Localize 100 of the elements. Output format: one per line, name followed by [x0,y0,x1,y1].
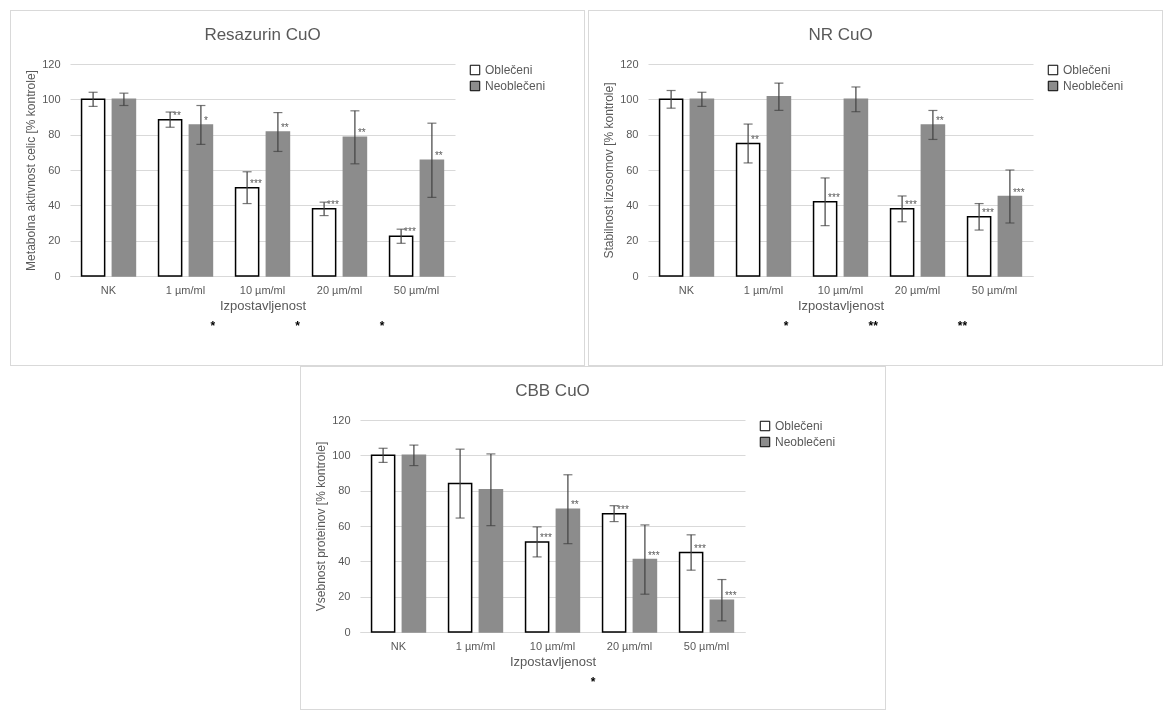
y-axis-title: Vsebnost proteinov [% kontrole] [314,441,329,612]
bar [111,98,137,277]
bar [997,195,1023,277]
text: ** [868,319,878,333]
data-label: ** [434,150,443,162]
bar [632,558,658,633]
data-label: *** [250,177,262,189]
x-tick-label: 1 µm/ml [743,283,784,296]
y-tick-label: 0 [54,269,61,282]
bar [966,216,992,277]
bar [555,508,581,633]
y-tick-label: 40 [338,554,351,567]
data-label: *** [724,590,737,602]
bar [735,142,761,277]
data-label: ** [173,109,181,121]
y-tick-label: 120 [42,57,61,70]
y-tick-label: 0 [632,269,639,282]
y-tick-label: 40 [626,198,639,211]
y-tick-label: 80 [48,128,61,141]
bar [889,208,915,277]
data-label: ** [935,114,944,126]
text: * [783,319,789,333]
bar [370,454,396,633]
y-tick-label: 100 [620,92,639,105]
y-axis-title: Stabilnost lizosomov [% kontrole] [602,82,617,259]
data-label: *** [982,206,994,218]
x-tick-label: 1 µm/ml [165,283,206,296]
data-label: *** [905,198,917,210]
data-label: *** [828,191,840,203]
bar [658,98,684,277]
x-axis-title: Izpostavljenost [220,297,307,313]
bar [401,454,427,633]
bar [812,201,838,277]
data-label: *** [617,503,629,515]
y-tick-label: 120 [332,413,351,426]
x-tick-label: 50 µm/ml [971,283,1018,296]
text: ** [957,319,968,333]
bar [342,136,368,277]
bar [766,95,792,277]
bar [843,98,869,277]
x-tick-label: 50 µm/ml [683,639,730,652]
y-axis-title: Metabolna aktivnost celic [% kontrole] [24,70,39,271]
legend-label: Oblečeni [485,63,533,77]
y-tick-label: 100 [332,448,351,461]
bar [419,159,445,277]
text: * [210,319,216,333]
legend-label: Oblečeni [775,419,823,433]
bar [447,482,473,633]
x-tick-label: 1 µm/ml [455,639,496,652]
bar [709,599,735,633]
legend-label: Neoblečeni [775,435,836,449]
bar [920,124,946,277]
bar [234,186,260,277]
data-label: *** [647,549,660,561]
bar [188,124,214,277]
data-label: *** [327,198,339,210]
y-tick-label: 20 [48,234,61,247]
y-tick-label: 20 [338,590,351,603]
text: * [590,675,596,689]
bar [388,235,414,277]
x-tick-label: NK [678,283,695,296]
x-tick-label: 20 µm/ml [894,283,941,296]
y-tick-label: 20 [626,234,639,247]
data-label: ** [570,499,579,511]
bar [524,541,550,633]
x-tick-label: NK [100,283,117,296]
y-tick-label: 100 [42,92,61,105]
data-label: ** [357,127,366,139]
data-label: ** [751,133,759,145]
bar [265,131,291,277]
y-tick-label: 120 [620,57,639,70]
x-tick-label: NK [390,639,407,652]
data-label: ** [280,122,289,134]
legend-label: Oblečeni [1063,63,1111,77]
text: * [295,319,300,333]
bar [157,118,183,277]
x-tick-label: 20 µm/ml [316,283,363,296]
x-tick-label: 50 µm/ml [393,283,440,296]
y-tick-label: 60 [338,519,351,532]
text: * [379,319,385,333]
x-tick-label: 10 µm/ml [239,283,286,296]
data-label: * [203,114,208,126]
x-axis-title: Izpostavljenost [798,297,885,313]
y-tick-label: 80 [626,128,639,141]
chart-title: NR CuO [808,25,873,44]
chart-title: Resazurin CuO [204,25,321,44]
x-tick-label: 20 µm/ml [606,639,653,652]
y-tick-label: 60 [48,163,61,176]
legend-label: Neoblečeni [1063,79,1124,93]
bar [80,98,106,277]
bar [478,489,504,633]
x-tick-label: 10 µm/ml [529,639,576,652]
y-tick-label: 60 [626,163,639,176]
legend-label: Neoblečeni [485,79,546,93]
chart-title: CBB CuO [515,381,590,400]
bar [601,512,627,633]
data-label: *** [694,542,706,554]
data-label: *** [404,226,416,238]
data-label: *** [540,531,552,543]
x-axis-title: Izpostavljenost [510,653,597,669]
